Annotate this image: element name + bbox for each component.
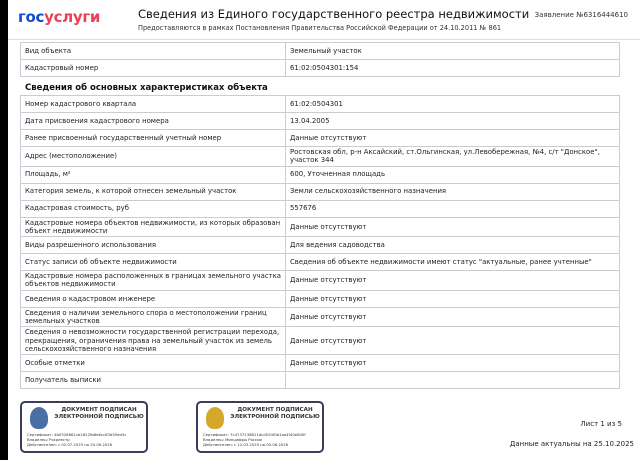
- table-row: Кадастровые номера объектов недвижимости…: [20, 216, 620, 238]
- field-value: Данные отсутствуют: [285, 129, 620, 147]
- application-number: Заявление №6316444610: [534, 11, 628, 19]
- field-label: Ранее присвоенный государственный учетны…: [20, 129, 286, 147]
- field-value: Данные отсутствуют: [285, 326, 620, 356]
- table-row: Получатель выписки: [20, 371, 620, 390]
- field-value: 600, Уточненная площадь: [285, 165, 620, 184]
- field-label: Адрес (местоположение): [20, 146, 286, 167]
- field-value: Данные отсутствуют: [285, 216, 620, 238]
- field-label: Получатель выписки: [20, 371, 286, 390]
- table-row: Дата присвоения кадастрового номера 13.04…: [20, 112, 620, 130]
- field-value: Ростовская обл, р-н Аксайский, ст.Ольгин…: [285, 146, 620, 167]
- field-value: Для ведения садоводства: [285, 236, 620, 255]
- certificate: Сертификат: 7c4737136811dcd520f0b1aa4f40…: [203, 432, 306, 437]
- stamp-details: Сертификат: 7c4737136811dcd520f0b1aa4f40…: [203, 432, 306, 447]
- table-row: Категория земель, к которой отнесен земе…: [20, 182, 620, 201]
- validity: Действителен: с 02.07.2025 по 25.09.2026: [27, 442, 113, 447]
- stamp-details: Сертификат: 4b0528661cb1622fb6e6cc63d55e…: [27, 432, 126, 447]
- field-label: Виды разрешенного использования: [20, 236, 286, 255]
- field-label: Категория земель, к которой отнесен земе…: [20, 182, 286, 201]
- field-label: Кадастровые номера расположенных в грани…: [20, 270, 286, 291]
- section-title: Сведения об основных характеристиках объ…: [25, 83, 268, 93]
- document-page: госуслуги Сведения из Единого государств…: [8, 0, 640, 460]
- data-actual-date: Данные актуальны на 25.10.2025: [509, 440, 634, 448]
- field-value: 557676: [285, 199, 620, 218]
- field-label: Вид объекта: [20, 42, 286, 60]
- field-value: Данные отсутствуют: [285, 289, 620, 308]
- field-label: Кадастровые номера объектов недвижимости…: [20, 216, 286, 238]
- table-row: Виды разрешенного использования Для веден…: [20, 236, 620, 255]
- field-value: Земли сельскохозяйственного назначения: [285, 182, 620, 201]
- table-row: Площадь, м² 600, Уточненная площадь: [20, 165, 620, 184]
- field-label: Сведения о наличии земельного спора о ме…: [20, 306, 286, 328]
- table-row: Особые отметки Данные отсутствуют: [20, 354, 620, 373]
- table-row: Кадастровая стоимость, руб 557676: [20, 199, 620, 218]
- field-label: Кадастровый номер: [20, 59, 286, 77]
- table-row: Вид объекта Земельный участок: [20, 42, 620, 60]
- table-row: Кадастровый номер 61:02:0504301:154: [20, 59, 620, 77]
- logo-part: гос: [18, 8, 45, 26]
- stamp-heading: ДОКУМЕНТ ПОДПИСАН ЭЛЕКТРОННОЙ ПОДПИСЬЮ: [54, 407, 144, 420]
- document-title: Сведения из Единого государственного рее…: [138, 7, 530, 21]
- field-value: [285, 371, 620, 390]
- field-value: Данные отсутствуют: [285, 270, 620, 291]
- field-label: Номер кадастрового квартала: [20, 95, 286, 113]
- certificate: Сертификат: 4b0528661cb1622fb6e6cc63d55e…: [27, 432, 127, 437]
- field-label: Сведения о невозможности государственной…: [20, 326, 286, 356]
- page-counter: Лист 1 из 5: [580, 420, 622, 428]
- field-value: Данные отсутствуют: [285, 354, 620, 373]
- table-row: Адрес (местоположение) Ростовская обл, р-…: [20, 146, 620, 167]
- field-value: Данные отсутствуют: [285, 306, 620, 328]
- signature-stamp: ДОКУМЕНТ ПОДПИСАН ЭЛЕКТРОННОЙ ПОДПИСЬЮ С…: [196, 401, 324, 453]
- field-label: Особые отметки: [20, 354, 286, 373]
- gosuslugi-logo[interactable]: госуслуги: [18, 8, 100, 26]
- logo-part: услуги: [44, 8, 101, 26]
- table-row: Сведения о наличии земельного спора о ме…: [20, 306, 620, 328]
- field-value: Сведения об объекте недвижимости имеют с…: [285, 253, 620, 272]
- table-row: Номер кадастрового квартала 61:02:0504301: [20, 95, 620, 113]
- table-row: Статус записи об объекте недвижимости Све…: [20, 253, 620, 272]
- field-label: Статус записи об объекте недвижимости: [20, 253, 286, 272]
- document-subtitle: Предоставляются в рамках Постановления П…: [138, 24, 502, 32]
- field-label: Дата присвоения кадастрового номера: [20, 112, 286, 130]
- field-value: 61:02:0504301: [285, 95, 620, 113]
- field-value: 61:02:0504301:154: [285, 59, 620, 77]
- field-label: Площадь, м²: [20, 165, 286, 184]
- owner: Владелец: Росреестр: [27, 437, 70, 442]
- divider: [8, 39, 640, 40]
- table-row: Ранее присвоенный государственный учетны…: [20, 129, 620, 147]
- field-value: Земельный участок: [285, 42, 620, 60]
- characteristics-table: Номер кадастрового квартала 61:02:0504301…: [20, 95, 620, 390]
- table-row: Кадастровые номера расположенных в грани…: [20, 270, 620, 291]
- emblem-icon: [206, 407, 224, 429]
- owner: Владелец: Минцифры России: [203, 437, 263, 442]
- object-table: Вид объекта Земельный участок Кадастровый …: [20, 42, 620, 77]
- field-value: 13.04.2005: [285, 112, 620, 130]
- validity: Действителен: с 12.03.2025 по 05.06.2026: [203, 442, 289, 447]
- field-label: Кадастровая стоимость, руб: [20, 199, 286, 218]
- stamp-heading: ДОКУМЕНТ ПОДПИСАН ЭЛЕКТРОННОЙ ПОДПИСЬЮ: [230, 407, 320, 420]
- signature-stamp: ДОКУМЕНТ ПОДПИСАН ЭЛЕКТРОННОЙ ПОДПИСЬЮ С…: [20, 401, 148, 453]
- emblem-icon: [30, 407, 48, 429]
- table-row: Сведения о кадастровом инженере Данные от…: [20, 289, 620, 308]
- field-label: Сведения о кадастровом инженере: [20, 289, 286, 308]
- table-row: Сведения о невозможности государственной…: [20, 326, 620, 356]
